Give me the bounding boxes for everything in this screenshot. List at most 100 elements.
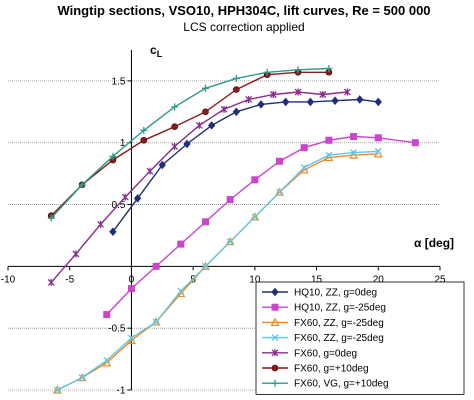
data-point — [250, 212, 260, 221]
data-point — [232, 74, 240, 82]
chart-subtitle: LCS correction applied — [183, 20, 304, 34]
x-tick-label: 25 — [434, 274, 446, 285]
data-point — [232, 107, 241, 117]
legend-box — [255, 281, 465, 395]
data-point — [356, 95, 364, 104]
data-point — [103, 311, 111, 319]
y-tick-label: 0.5 — [112, 200, 126, 211]
data-point — [47, 278, 55, 286]
data-point — [257, 100, 265, 109]
legend-marker — [271, 364, 279, 372]
legend-label: FX60, ZZ, g=-25deg — [294, 333, 384, 344]
data-point — [245, 95, 253, 103]
data-point — [171, 123, 178, 130]
data-point — [200, 261, 210, 270]
x-tick-label: 20 — [373, 274, 385, 285]
chart-title: Wingtip sections, VSO10, HPH304C, lift c… — [57, 3, 430, 18]
data-point — [225, 236, 235, 246]
data-point — [300, 144, 308, 152]
data-point — [127, 334, 135, 342]
x-tick-label: -5 — [65, 274, 74, 285]
data-point — [171, 103, 179, 111]
legend-marker — [271, 334, 279, 342]
data-point — [226, 238, 234, 246]
legend-marker — [271, 349, 279, 357]
series-1 — [109, 95, 382, 237]
legend-item: FX60, VG, g=+10deg — [262, 379, 389, 390]
legend-item: FX60, g=+10deg — [262, 364, 369, 375]
legend-marker — [271, 303, 279, 311]
data-point — [133, 194, 142, 203]
data-point — [294, 88, 302, 96]
legend: HQ10, ZZ, g=0deg HQ10, ZZ, g=-25deg FX60, … — [255, 281, 465, 395]
data-point — [343, 88, 351, 96]
legend-marker — [271, 379, 279, 387]
legend-item: FX60, ZZ, g=-25deg — [262, 317, 384, 329]
series-line — [50, 91, 348, 283]
x-tick-label: -10 — [1, 274, 16, 285]
data-point — [325, 65, 333, 73]
data-point — [202, 262, 209, 270]
data-point — [109, 152, 117, 160]
data-point — [201, 218, 209, 226]
series-7 — [47, 65, 333, 222]
series-6 — [47, 68, 333, 219]
y-tick-label: 1.5 — [112, 76, 126, 87]
y-tick-label: 1 — [120, 138, 126, 149]
data-point — [220, 105, 228, 113]
series-2 — [103, 133, 419, 319]
data-point — [158, 160, 166, 170]
data-point — [103, 356, 111, 364]
legend-item: HQ10, ZZ, g=0deg — [262, 288, 377, 299]
legend-item: FX60, g=0deg — [262, 348, 357, 359]
data-point — [177, 287, 185, 295]
legend-label: FX60, g=+10deg — [294, 364, 369, 375]
data-point — [325, 136, 333, 144]
data-point — [53, 386, 61, 394]
data-point — [294, 66, 302, 74]
data-point — [201, 84, 209, 92]
data-point — [151, 317, 161, 326]
data-point — [171, 142, 179, 150]
data-point — [140, 126, 148, 134]
data-point — [177, 240, 185, 248]
legend-item: FX60, ZZ, g=-25deg — [262, 333, 384, 344]
data-point — [269, 91, 277, 99]
data-point — [78, 181, 86, 189]
data-point — [275, 187, 285, 196]
data-point — [109, 227, 117, 237]
data-point — [319, 91, 327, 99]
legend-item: HQ10, ZZ, g=-25deg — [262, 303, 386, 314]
legend-label: FX60, VG, g=+10deg — [294, 379, 389, 390]
series-4 — [53, 147, 382, 394]
data-point — [251, 176, 259, 184]
data-point — [97, 220, 105, 228]
data-point — [202, 108, 209, 116]
x-axis-label: α [deg] — [414, 236, 454, 250]
data-point — [306, 97, 315, 107]
data-point — [78, 374, 86, 382]
y-axis-label: cL — [150, 43, 163, 59]
data-point — [282, 97, 290, 107]
data-point — [226, 196, 234, 204]
data-point — [350, 133, 358, 141]
data-point — [207, 121, 216, 130]
series-line — [112, 98, 379, 233]
x-tick-label: 0 — [129, 274, 135, 285]
data-point — [325, 151, 333, 159]
data-point — [152, 318, 160, 326]
data-point — [374, 97, 382, 107]
data-point — [127, 285, 135, 293]
y-tick-label: -0.5 — [108, 324, 126, 335]
data-point — [121, 193, 129, 201]
data-point — [183, 139, 191, 149]
data-point — [331, 96, 339, 105]
series-5 — [47, 88, 351, 286]
legend-marker — [270, 317, 280, 326]
legend-label: FX60, ZZ, g=-25deg — [294, 318, 384, 329]
data-point — [233, 86, 240, 93]
data-point — [300, 163, 308, 171]
data-point — [77, 372, 87, 382]
legend-marker — [271, 287, 279, 297]
